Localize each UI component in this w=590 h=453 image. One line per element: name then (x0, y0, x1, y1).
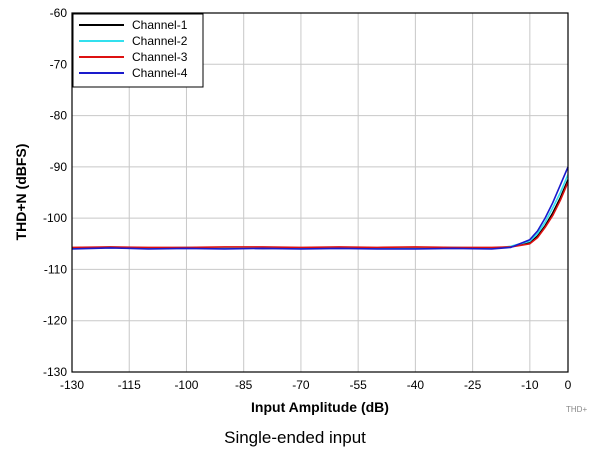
y-tick-label: -90 (50, 160, 68, 174)
x-tick-label: -10 (521, 378, 539, 392)
figure-code: THD+ (566, 405, 588, 414)
x-tick-label: -100 (174, 378, 198, 392)
x-tick-label: -25 (464, 378, 482, 392)
x-tick-label: -130 (60, 378, 84, 392)
y-tick-label: -120 (43, 314, 67, 328)
y-tick-label: -130 (43, 365, 67, 379)
legend-label: Channel-4 (132, 66, 188, 80)
legend-box (72, 13, 204, 88)
y-tick-label: -70 (50, 57, 68, 71)
y-axis-label: THD+N (dBFS) (13, 144, 29, 241)
plot-frame (71, 12, 569, 373)
x-tick-label: -70 (292, 378, 310, 392)
x-tick-label: -115 (118, 378, 141, 392)
x-tick-labels: -130 -115 -100 -85 -70 -55 -40 -25 -10 0 (60, 378, 572, 392)
x-tick-label: -85 (235, 378, 253, 392)
y-tick-label: -100 (43, 211, 67, 225)
y-tick-label: -110 (44, 262, 67, 276)
legend-label: Channel-3 (132, 50, 188, 64)
x-tick-label: -40 (407, 378, 425, 392)
series-lines (71, 166, 569, 250)
y-tick-label: -60 (50, 6, 68, 20)
legend-label: Channel-2 (132, 34, 188, 48)
legend: Channel-1 Channel-2 Channel-3 Channel-4 (72, 13, 204, 88)
x-tick-label: 0 (565, 378, 572, 392)
series-line-channel-3 (71, 181, 569, 249)
figure-caption: Single-ended input (224, 428, 366, 447)
legend-label: Channel-1 (132, 18, 188, 32)
y-tick-label: -80 (50, 109, 68, 123)
y-tick-labels: -60 -70 -80 -90 -100 -110 -120 -130 (43, 6, 67, 379)
x-tick-label: -55 (349, 378, 367, 392)
series-line-channel-4 (71, 166, 569, 250)
x-axis-label: Input Amplitude (dB) (251, 399, 389, 415)
